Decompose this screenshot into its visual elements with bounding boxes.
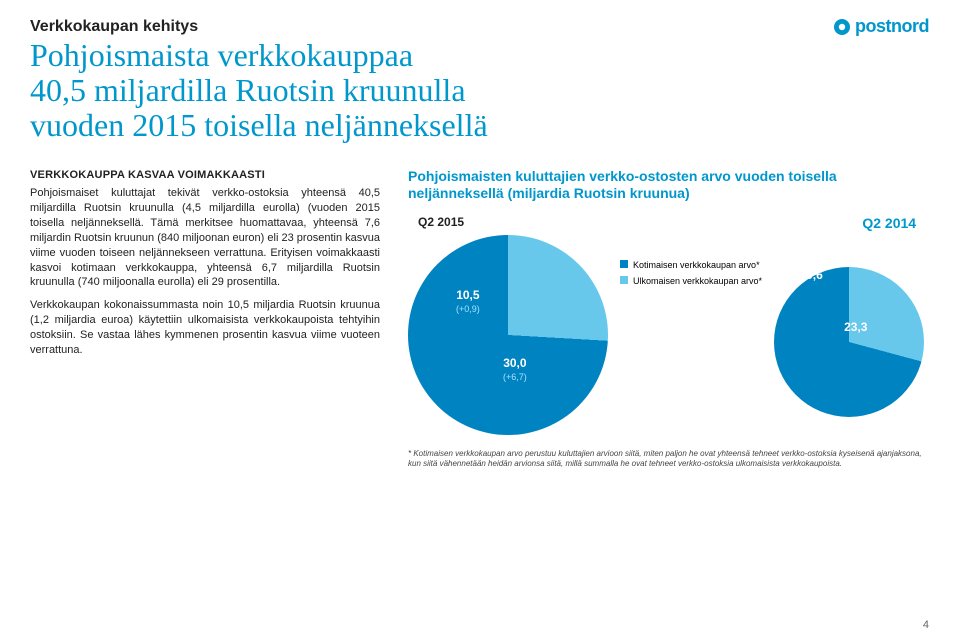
section-subheader: Verkkokaupan kehitys [30, 18, 929, 36]
legend-swatch [620, 260, 628, 268]
body-block-title: VERKKOKAUPPA KASVAA VOIMAKKAASTI [30, 168, 380, 183]
pie2-slice-b-label: 9,6 [806, 269, 823, 282]
chart-footnote: * Kotimaisen verkkokaupan arvo perustuu … [408, 449, 929, 469]
charts-title: Pohjoismaisten kuluttajien verkko-ostost… [408, 168, 929, 203]
legend-swatch [620, 276, 628, 284]
pie1-slice-b-label: 10,5(+0,9) [456, 289, 480, 315]
legend-text: Kotimaisen verkkokaupan arvo* [633, 259, 760, 272]
chart2-label: Q2 2014 [862, 215, 916, 231]
legend-item: Kotimaisen verkkokaupan arvo* [620, 259, 762, 272]
charts-column: Pohjoismaisten kuluttajien verkko-ostost… [408, 168, 929, 469]
legend-item: Ulkomaisen verkkokaupan arvo* [620, 275, 762, 288]
logo-text: postnord [855, 16, 929, 37]
pie-chart-2015 [408, 235, 608, 435]
chart-q2-2015: Q2 2015 30,0(+6,7) 10,5(+0,9) [408, 215, 608, 435]
pie2-slice-a-label: 23,3 [844, 321, 867, 334]
chart-legend: Kotimaisen verkkokaupan arvo* Ulkomaisen … [620, 259, 762, 292]
body-text-column: VERKKOKAUPPA KASVAA VOIMAKKAASTI Pohjois… [30, 168, 380, 469]
logo-icon [833, 18, 851, 36]
page-number: 4 [923, 619, 929, 631]
body-paragraph-2: Verkkokaupan kokonaissummasta noin 10,5 … [30, 298, 380, 357]
body-paragraph-1: Pohjoismaiset kuluttajat tekivät verkko-… [30, 186, 380, 290]
pie-chart-2014 [774, 267, 924, 417]
postnord-logo: postnord [833, 16, 929, 37]
chart-q2-2014: Q2 2014 23,3 9,6 [774, 215, 924, 417]
legend-text: Ulkomaisen verkkokaupan arvo* [633, 275, 762, 288]
chart1-label: Q2 2015 [418, 215, 464, 229]
pie1-slice-a-label: 30,0(+6,7) [503, 357, 527, 383]
page-title: Pohjoismaista verkkokauppaa40,5 miljardi… [30, 38, 929, 144]
